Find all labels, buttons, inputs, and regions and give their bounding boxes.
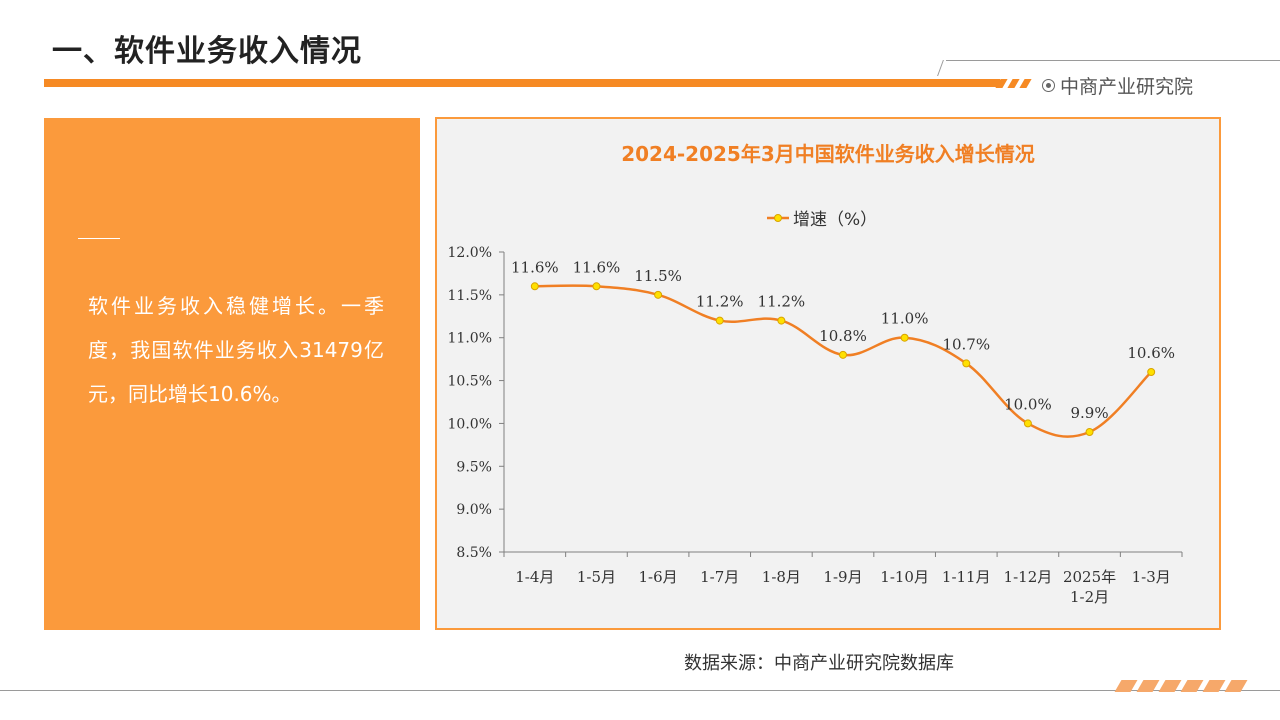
source-note: 数据来源：中商产业研究院数据库 — [684, 653, 954, 674]
chart-title: 2024-2025年3月中国软件业务收入增长情况 — [621, 142, 1035, 166]
data-point — [839, 350, 847, 359]
header-divider — [946, 60, 1280, 61]
data-point — [962, 359, 971, 368]
footer-divider — [0, 690, 1280, 691]
series-line — [534, 284, 1153, 438]
data-label: 11.2% — [758, 293, 806, 311]
data-label: 9.9% — [1070, 404, 1108, 422]
data-point — [900, 333, 909, 342]
y-tick-label: 11.5% — [448, 288, 492, 304]
y-tick-label: 10.5% — [448, 374, 492, 390]
footer-stripes — [1112, 680, 1248, 692]
data-label: 11.6% — [511, 258, 559, 276]
x-tick-label: 1-6月 — [639, 568, 678, 586]
data-point — [715, 316, 724, 325]
data-label: 10.6% — [1127, 344, 1175, 362]
data-point — [1085, 428, 1094, 436]
x-tick-label: 1-7月 — [700, 568, 739, 586]
x-tick-label: 1-8月 — [762, 568, 801, 586]
data-label: 10.8% — [819, 327, 867, 345]
x-tick-label: 1-10月 — [880, 568, 929, 586]
x-tick-label: 1-12月 — [1004, 568, 1053, 586]
data-point — [777, 316, 786, 325]
data-label: 11.6% — [573, 258, 621, 276]
title-accent-bar — [44, 79, 1000, 87]
target-icon — [1042, 78, 1055, 92]
data-label: 10.7% — [942, 335, 990, 353]
brand-name: 中商产业研究院 — [1060, 75, 1194, 98]
y-tick-label: 9.0% — [456, 502, 492, 518]
data-point — [530, 282, 539, 291]
page-title: 一、软件业务收入情况 — [52, 34, 362, 69]
data-label: 10.0% — [1004, 395, 1052, 413]
y-tick-label: 9.5% — [456, 459, 492, 475]
data-point — [654, 290, 663, 299]
data-label: 11.2% — [696, 293, 744, 311]
title-stripes — [994, 79, 1034, 88]
data-point — [1023, 419, 1032, 428]
summary-rule — [78, 238, 120, 239]
data-point — [592, 282, 601, 291]
data-label: 11.0% — [881, 310, 929, 328]
x-tick-label: 1-5月 — [577, 568, 616, 586]
data-label: 11.5% — [634, 267, 682, 285]
x-tick-label: 2025年 1-2月 — [1063, 568, 1116, 606]
y-tick-label: 11.0% — [448, 331, 492, 347]
x-tick-label: 1-4月 — [515, 568, 554, 586]
y-tick-label: 10.0% — [448, 416, 492, 432]
y-tick-label: 12.0% — [448, 245, 492, 261]
chart-container: 2024-2025年3月中国软件业务收入增长情况增速（%） 12.0% 11.5% 1… — [435, 117, 1221, 630]
x-tick-label: 1-11月 — [942, 568, 991, 586]
y-tick-label: 8.5% — [456, 545, 492, 561]
data-point — [1147, 368, 1156, 376]
header-divider-slant — [937, 60, 944, 76]
summary-text: 软件业务收入稳健增长。一季度，我国软件业务收入31479亿元，同比增长10.6%… — [88, 294, 384, 406]
legend-label: 增速（%） — [793, 210, 877, 230]
summary-panel: 软件业务收入稳健增长。一季度，我国软件业务收入31479亿元，同比增长10.6%… — [44, 118, 420, 630]
brand: 中商产业研究院 — [1042, 72, 1193, 98]
legend-marker — [774, 214, 782, 222]
x-tick-label: 1-9月 — [823, 568, 862, 586]
x-tick-label: 1-3月 — [1132, 568, 1171, 586]
